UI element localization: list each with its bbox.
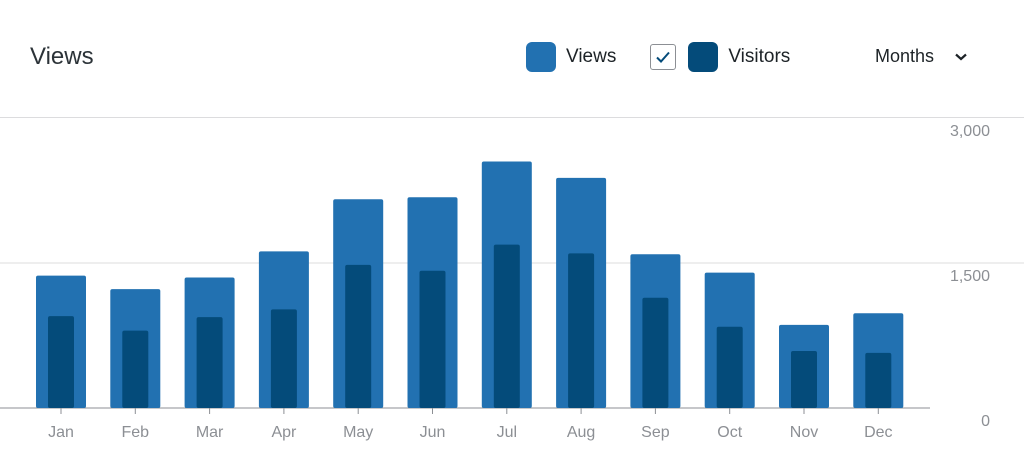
bar-visitors-aug — [568, 253, 595, 408]
x-tick-label-jun: Jun — [420, 424, 446, 441]
x-tick-label-jan: Jan — [48, 424, 74, 441]
chevron-down-icon — [954, 52, 968, 62]
x-tick-label-aug: Aug — [567, 424, 595, 441]
bar-visitors-nov — [791, 350, 817, 408]
bar-visitors-jan — [48, 316, 74, 408]
y-tick-label: 0 — [981, 413, 990, 430]
x-tick-label-nov: Nov — [790, 424, 818, 441]
legend-swatch-views — [526, 42, 556, 72]
bar-visitors-apr — [270, 309, 297, 408]
bar-visitors-may — [345, 264, 372, 408]
legend-item-visitors: Visitors — [688, 42, 790, 72]
x-tick-label-apr: Apr — [271, 424, 297, 441]
chart-title: Views — [30, 43, 94, 70]
legend-label-visitors: Visitors — [728, 46, 791, 67]
bar-visitors-oct — [716, 326, 743, 408]
bar-visitors-jun — [419, 270, 446, 408]
x-tick-label-dec: Dec — [864, 424, 892, 441]
y-tick-label: 1,500 — [950, 268, 990, 285]
legend-label-views: Views — [566, 46, 617, 67]
period-select-label: Months — [875, 46, 935, 66]
x-tick-label-jul: Jul — [497, 424, 517, 441]
bar-visitors-mar — [196, 317, 223, 408]
x-tick-label-feb: Feb — [122, 424, 150, 441]
x-tick-label-mar: Mar — [196, 424, 224, 441]
legend-swatch-visitors — [688, 42, 719, 72]
chart-legend: Views Visitors — [526, 42, 790, 72]
y-tick-label: 3,000 — [950, 123, 990, 140]
checkmark-icon — [656, 51, 671, 63]
x-tick-label-sep: Sep — [641, 424, 670, 441]
x-tick-label-oct: Oct — [717, 424, 742, 441]
bar-visitors-feb — [122, 330, 149, 408]
x-tick-label-may: May — [343, 424, 373, 441]
chart-header: Views Views Visitors Months — [0, 0, 1024, 118]
bar-visitors-dec — [865, 352, 892, 408]
legend-item-views: Views — [526, 42, 616, 72]
bar-visitors-jul — [493, 244, 520, 408]
visitors-toggle-checkbox[interactable] — [650, 44, 677, 70]
period-select[interactable]: Months — [875, 46, 968, 67]
bar-visitors-sep — [642, 297, 669, 408]
